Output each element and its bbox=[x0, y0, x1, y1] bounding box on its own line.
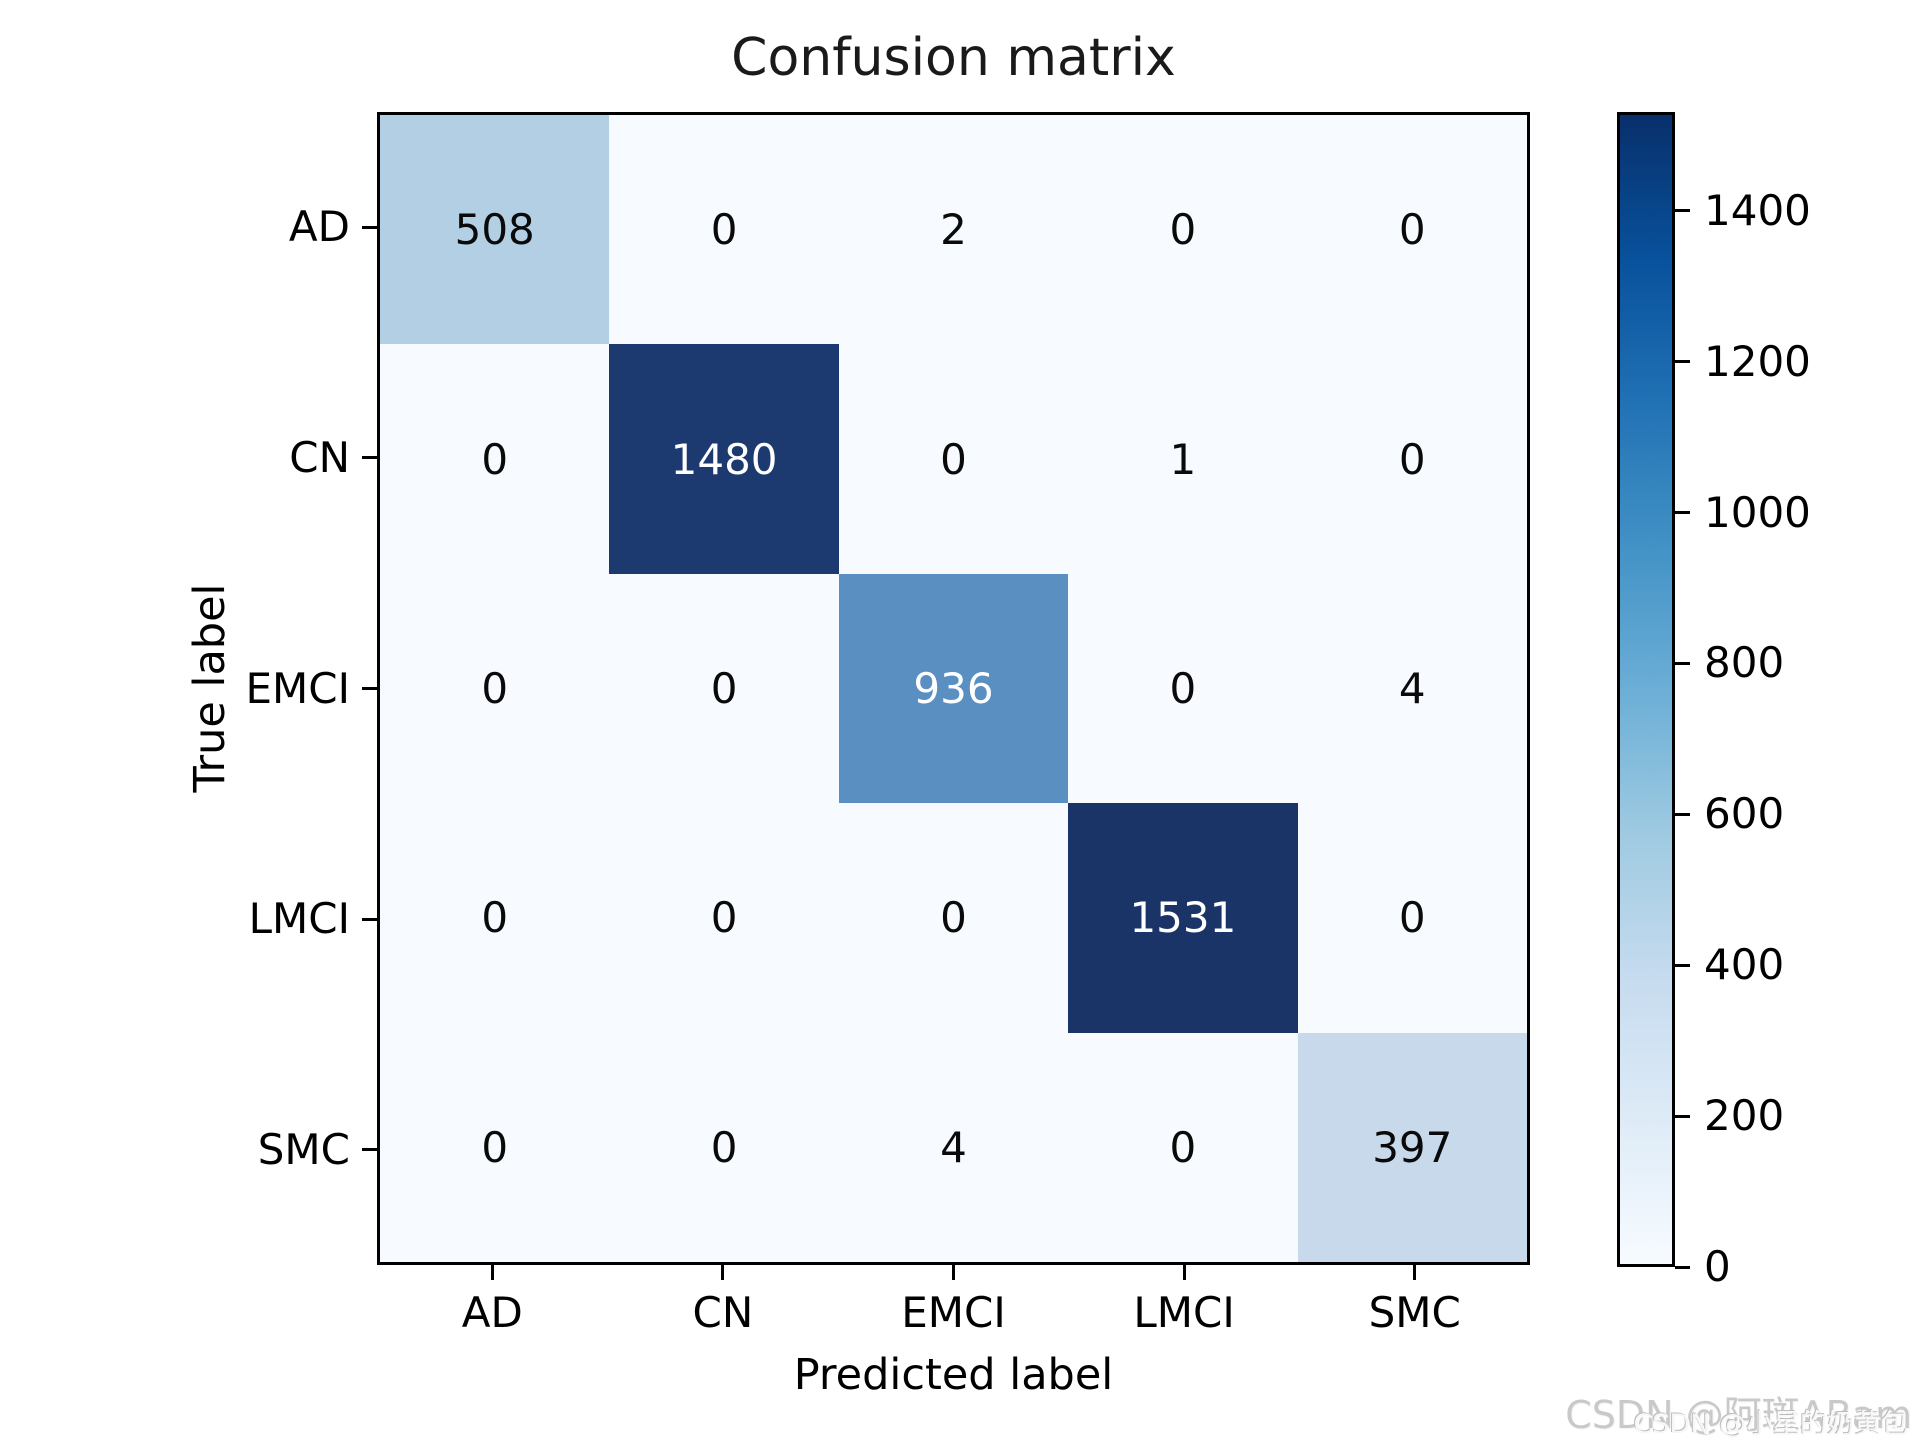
x-tick-mark bbox=[1413, 1265, 1417, 1280]
y-tick-mark bbox=[362, 225, 377, 229]
matrix-cell-LMCI-SMC: 0 bbox=[1297, 803, 1527, 1033]
matrix-cell-CN-SMC: 0 bbox=[1297, 344, 1527, 574]
matrix-cell-CN-AD: 0 bbox=[380, 344, 610, 574]
colorbar-tick-mark bbox=[1675, 511, 1690, 515]
x-tick-label-SMC: SMC bbox=[1368, 1288, 1461, 1337]
matrix-cell-SMC-CN: 0 bbox=[609, 1032, 839, 1262]
colorbar-tick-mark bbox=[1675, 209, 1690, 213]
matrix-cell-EMCI-CN: 0 bbox=[609, 573, 839, 804]
y-tick-label-EMCI: EMCI bbox=[245, 663, 351, 713]
y-tick-mark bbox=[362, 687, 377, 690]
colorbar-tick-label-400: 400 bbox=[1704, 940, 1785, 990]
matrix-cell-AD-EMCI: 2 bbox=[838, 115, 1069, 345]
colorbar-tick-label-1200: 1200 bbox=[1704, 336, 1811, 386]
matrix-cell-AD-AD: 508 bbox=[380, 115, 610, 345]
matrix-cell-LMCI-CN: 0 bbox=[609, 803, 839, 1033]
watermark-small: CSDN @小星的奶黄包 bbox=[1633, 1409, 1908, 1440]
matrix-cell-LMCI-EMCI: 0 bbox=[838, 803, 1069, 1033]
matrix-cell-SMC-EMCI: 4 bbox=[838, 1032, 1069, 1262]
colorbar-tick-label-0: 0 bbox=[1704, 1242, 1731, 1291]
watermark-large: CSDN @阿斑ABam bbox=[1565, 1393, 1912, 1437]
y-tick-label-LMCI: LMCI bbox=[248, 894, 350, 944]
y-tick-label-CN: CN bbox=[289, 432, 350, 482]
x-tick-label-EMCI: EMCI bbox=[901, 1288, 1006, 1337]
y-tick-label-SMC: SMC bbox=[257, 1124, 350, 1174]
colorbar-tick-mark bbox=[1675, 963, 1690, 967]
y-tick-label-AD: AD bbox=[288, 202, 350, 252]
colorbar-tick-mark bbox=[1675, 812, 1690, 816]
matrix-cell-LMCI-LMCI: 1531 bbox=[1068, 803, 1298, 1033]
colorbar-tick-mark bbox=[1675, 661, 1690, 665]
matrix-cell-LMCI-AD: 0 bbox=[380, 803, 610, 1033]
matrix-cell-EMCI-AD: 0 bbox=[380, 573, 610, 804]
colorbar-tick-label-200: 200 bbox=[1704, 1091, 1785, 1141]
matrix-cell-EMCI-LMCI: 0 bbox=[1068, 573, 1298, 804]
y-tick-mark bbox=[362, 456, 377, 460]
colorbar-tick-mark bbox=[1675, 1114, 1690, 1118]
y-tick-mark bbox=[362, 917, 377, 921]
x-tick-label-AD: AD bbox=[461, 1288, 523, 1337]
x-axis-label: Predicted label bbox=[793, 1350, 1114, 1400]
matrix-cell-CN-LMCI: 1 bbox=[1068, 344, 1298, 574]
matrix-cell-CN-CN: 1480 bbox=[609, 344, 839, 574]
colorbar-tick-mark bbox=[1675, 1265, 1690, 1269]
heatmap-grid: 508 0 2 0 0 0 1480 0 1 0 0 0 936 0 4 0 0 0 1531 0 0 0 4 0 397 bbox=[377, 112, 1530, 1265]
x-tick-mark bbox=[952, 1265, 955, 1280]
matrix-cell-SMC-AD: 0 bbox=[380, 1032, 610, 1262]
x-tick-mark bbox=[721, 1265, 725, 1280]
x-tick-label-CN: CN bbox=[692, 1288, 754, 1337]
x-tick-mark bbox=[490, 1265, 494, 1280]
colorbar-tick-label-1000: 1000 bbox=[1704, 487, 1811, 537]
x-tick-label-LMCI: LMCI bbox=[1133, 1288, 1235, 1337]
matrix-cell-EMCI-SMC: 4 bbox=[1297, 573, 1527, 804]
colorbar-tick-mark bbox=[1675, 360, 1690, 364]
chart-title: Confusion matrix bbox=[731, 28, 1176, 88]
colorbar bbox=[1617, 112, 1675, 1267]
colorbar-tick-label-1400: 1400 bbox=[1704, 185, 1811, 235]
y-tick-mark bbox=[362, 1148, 377, 1152]
matrix-cell-AD-LMCI: 0 bbox=[1068, 115, 1298, 345]
matrix-cell-SMC-SMC: 397 bbox=[1297, 1032, 1527, 1262]
matrix-cell-SMC-LMCI: 0 bbox=[1068, 1032, 1298, 1262]
colorbar-tick-label-600: 600 bbox=[1704, 789, 1785, 839]
matrix-cell-CN-EMCI: 0 bbox=[838, 344, 1069, 574]
matrix-cell-AD-CN: 0 bbox=[609, 115, 839, 345]
matrix-cell-EMCI-EMCI: 936 bbox=[838, 573, 1069, 804]
colorbar-tick-label-800: 800 bbox=[1704, 638, 1785, 688]
matrix-cell-AD-SMC: 0 bbox=[1297, 115, 1527, 345]
x-tick-mark bbox=[1182, 1265, 1186, 1280]
